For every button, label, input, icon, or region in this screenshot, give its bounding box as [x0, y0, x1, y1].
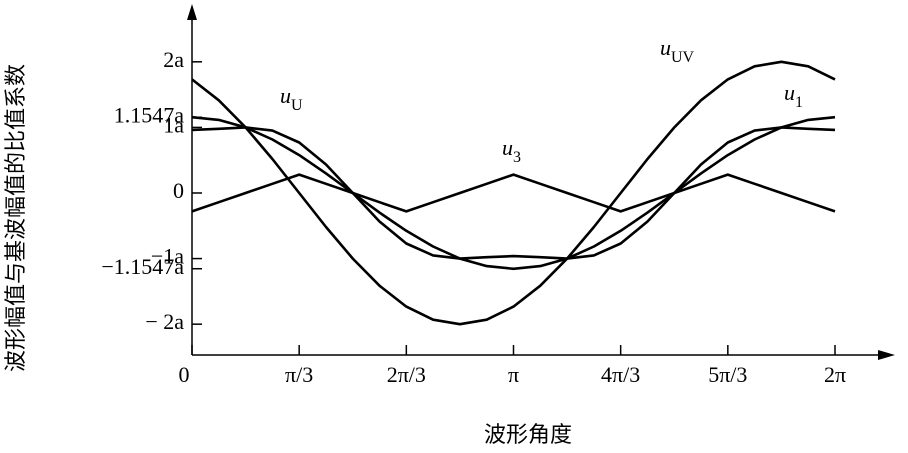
series-line — [191, 173, 836, 213]
x-tick-label: 2π — [824, 362, 846, 387]
series-line — [191, 60, 836, 326]
x-axis-label: 波形角度 — [484, 422, 572, 447]
x-tick-label: π — [508, 362, 519, 387]
y-tick-label: 2a — [163, 47, 184, 72]
y-axis-label: 波形幅值与基波幅值的比值系数 — [3, 64, 28, 372]
series-label: uU — [280, 83, 303, 114]
series-label: u1 — [784, 80, 803, 111]
series-label: uUV — [660, 35, 695, 66]
y-tick-label: 1.1547a — [114, 102, 185, 127]
x-tick-label: 2π/3 — [387, 362, 426, 387]
y-tick-label: 1a — [163, 112, 184, 137]
y-tick-label: 0 — [173, 178, 184, 203]
y-arrow — [187, 4, 197, 20]
y-tick-label: − 2a — [145, 309, 184, 334]
x-tick-label: 4π/3 — [601, 362, 640, 387]
x-tick-label: 5π/3 — [708, 362, 747, 387]
x-arrow — [878, 350, 895, 360]
x-tick-label: 0 — [179, 362, 190, 387]
y-tick-label: −1a — [151, 244, 184, 269]
series-line — [191, 115, 836, 271]
y-tick-label: −1.1547a — [101, 254, 184, 279]
series-label: u3 — [502, 135, 521, 166]
x-tick-label: π/3 — [285, 362, 313, 387]
series-line — [191, 126, 836, 260]
